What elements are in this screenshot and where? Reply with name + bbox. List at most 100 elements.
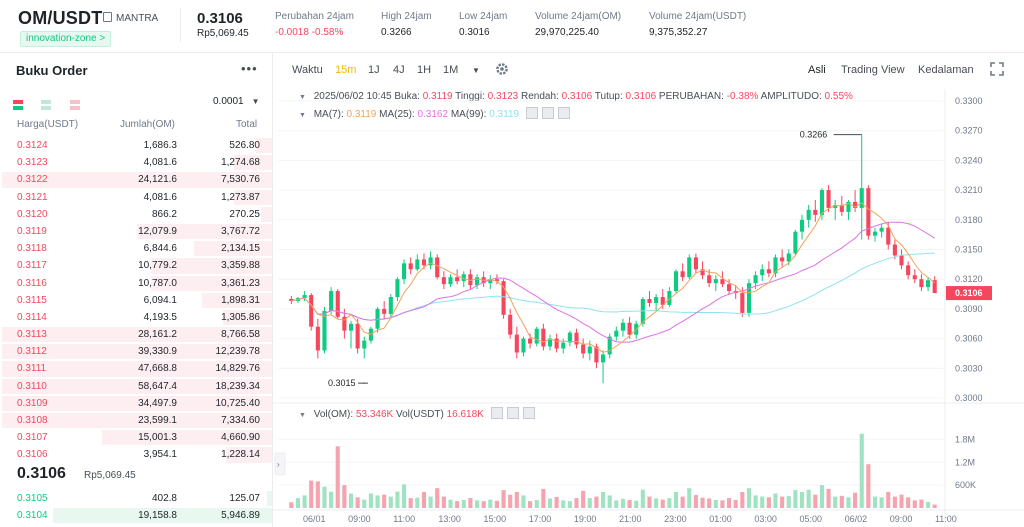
settings-icon[interactable] [506,407,519,419]
volume-bar [932,504,937,508]
price-tick-label: 0.3090 [955,304,983,314]
caret-down-icon: ▼ [251,97,260,106]
ask-row[interactable]: 0.3124 1,686.3 526.80 [0,137,272,154]
volume-bar [713,500,718,508]
ask-row[interactable]: 0.3116 10,787.0 3,361.23 [0,275,272,292]
volume-bar [574,498,579,508]
candle-body [853,201,858,208]
ask-row[interactable]: 0.3114 4,193.5 1,305.86 [0,309,272,326]
visibility-icon[interactable] [525,107,538,119]
precision-select[interactable]: 0.0001 ▼ [213,96,260,107]
ask-total: 8,766.58 [221,329,260,341]
more-icon[interactable]: ••• [241,61,258,76]
view-original[interactable]: Asli [808,64,826,76]
candle-body [667,291,672,305]
view-depth[interactable]: Kedalaman [918,64,974,76]
ohlc-info: ▼ 2025/06/02 10:45 Buka: 0.3119 Tinggi: … [299,91,853,102]
candle-body [494,279,499,282]
ask-row[interactable]: 0.3121 4,081.6 1,273.87 [0,189,272,206]
ask-row[interactable]: 0.3112 39,330.9 12,239.78 [0,343,272,360]
candle-body [866,188,871,236]
interval-1m[interactable]: 1M [443,64,459,76]
ask-row[interactable]: 0.3115 6,094.1 1,898.31 [0,292,272,309]
volume-bar [501,490,506,508]
both-sides-view-icon[interactable] [13,100,23,110]
collapse-icon[interactable]: ▼ [299,94,306,101]
ask-row[interactable]: 0.3123 4,081.6 1,274.68 [0,154,272,171]
candle-body [574,332,579,345]
volume-bar [925,501,931,508]
ask-row[interactable]: 0.3110 58,647.4 18,239.34 [0,378,272,395]
ask-row[interactable]: 0.3108 23,599.1 7,334.60 [0,412,272,429]
fullscreen-icon[interactable] [990,62,1004,79]
project-name[interactable]: MANTRA [103,12,158,24]
view-tradingview[interactable]: Trading View [841,64,905,76]
low-value: 0.3106 [561,91,593,102]
volume-bar [687,488,692,508]
candlestick-chart[interactable]: 0.3300 0.3270 0.3240 0.3210 0.3180 0.3150 0.31… [273,53,1024,527]
ask-amount: 28,161.2 [138,329,177,341]
ask-row[interactable]: 0.3120 866.2 270.25 [0,206,272,223]
ask-total: 7,334.60 [221,415,260,426]
close-icon[interactable] [522,407,535,419]
ask-row[interactable]: 0.3106 3,954.1 1,228.14 [0,446,272,463]
amplitude-label: AMPLITUDO: [760,91,822,102]
interval-more-icon[interactable]: ▼ [472,66,480,75]
volume-bar [567,501,572,508]
ask-row[interactable]: 0.3109 34,497.9 10,725.40 [0,395,272,412]
volume-bar [746,488,752,508]
volume-bar [587,498,592,508]
collapse-icon[interactable]: ▼ [299,112,306,119]
ask-row[interactable]: 0.3117 10,779.2 3,359.88 [0,257,272,274]
candle-body [660,297,665,305]
volume-bar [906,497,911,508]
interval-time[interactable]: Waktu [292,64,323,76]
interval-1d[interactable]: 1H [417,64,432,76]
volume-bar [720,500,725,508]
settings-icon[interactable] [541,107,554,119]
volume-bar [819,485,824,508]
candle-body [700,269,705,276]
ask-price: 0.3117 [17,260,47,272]
volume-bar [461,500,466,508]
volume-bar [309,480,314,508]
candle-body [428,257,433,266]
interval-4h[interactable]: 4J [393,64,405,76]
candle-body [415,259,420,270]
ask-row[interactable]: 0.3122 24,121.6 7,530.76 [0,171,272,188]
time-tick-label: 11:00 [935,514,957,524]
price-tick-label: 0.3000 [955,393,983,403]
asks-view-icon[interactable] [69,100,80,110]
candle-body [581,344,586,354]
ask-total: 10,725.40 [215,397,261,409]
ask-row[interactable]: 0.3119 12,079.9 3,767.72 [0,223,272,240]
volume-bar [455,501,460,508]
collapse-icon[interactable]: ▼ [299,412,306,419]
ask-row[interactable]: 0.3113 28,161.2 8,766.58 [0,326,272,343]
ask-row[interactable]: 0.3107 15,001.3 4,660.90 [0,429,272,446]
interval-15m[interactable]: 15m [335,64,357,76]
pair-title[interactable]: OM/USDT [18,8,103,28]
volume-bar [647,496,652,508]
bid-row[interactable]: 0.3104 19,158.8 5,946.89 [0,507,272,524]
bids-view-icon[interactable] [41,100,52,110]
candle-body [786,253,791,262]
volume-bar [753,495,758,508]
candle-body [879,227,884,232]
visibility-icon[interactable] [490,407,503,419]
col-total-header: Total [236,119,258,130]
volume-bar [547,498,553,508]
ask-row[interactable]: 0.3118 6,844.6 2,134.15 [0,240,272,257]
candle-body [375,308,380,329]
ask-amount: 23,599.1 [138,415,177,426]
settings-icon[interactable] [495,62,509,79]
open-label: Buka: [394,91,420,102]
volume-bar [528,501,533,508]
candle-time: 2025/06/02 10:45 [313,91,392,102]
zone-badge[interactable]: innovation-zone > [20,31,112,47]
close-icon[interactable] [557,107,570,119]
ask-row[interactable]: 0.3111 47,668.8 14,829.76 [0,360,272,377]
interval-1h[interactable]: 1J [368,64,380,76]
stat-value: 29,970,225.40 [535,27,599,38]
bid-row[interactable]: 0.3105 402.8 125.07 [0,490,272,507]
